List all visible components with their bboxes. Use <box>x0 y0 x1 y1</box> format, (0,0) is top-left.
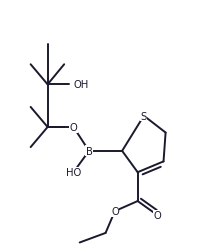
Text: B: B <box>85 146 92 156</box>
Text: S: S <box>140 111 146 121</box>
Text: OH: OH <box>73 80 88 90</box>
Text: HO: HO <box>66 168 81 177</box>
Text: O: O <box>153 210 161 220</box>
Text: O: O <box>69 122 77 132</box>
Text: O: O <box>110 206 118 216</box>
